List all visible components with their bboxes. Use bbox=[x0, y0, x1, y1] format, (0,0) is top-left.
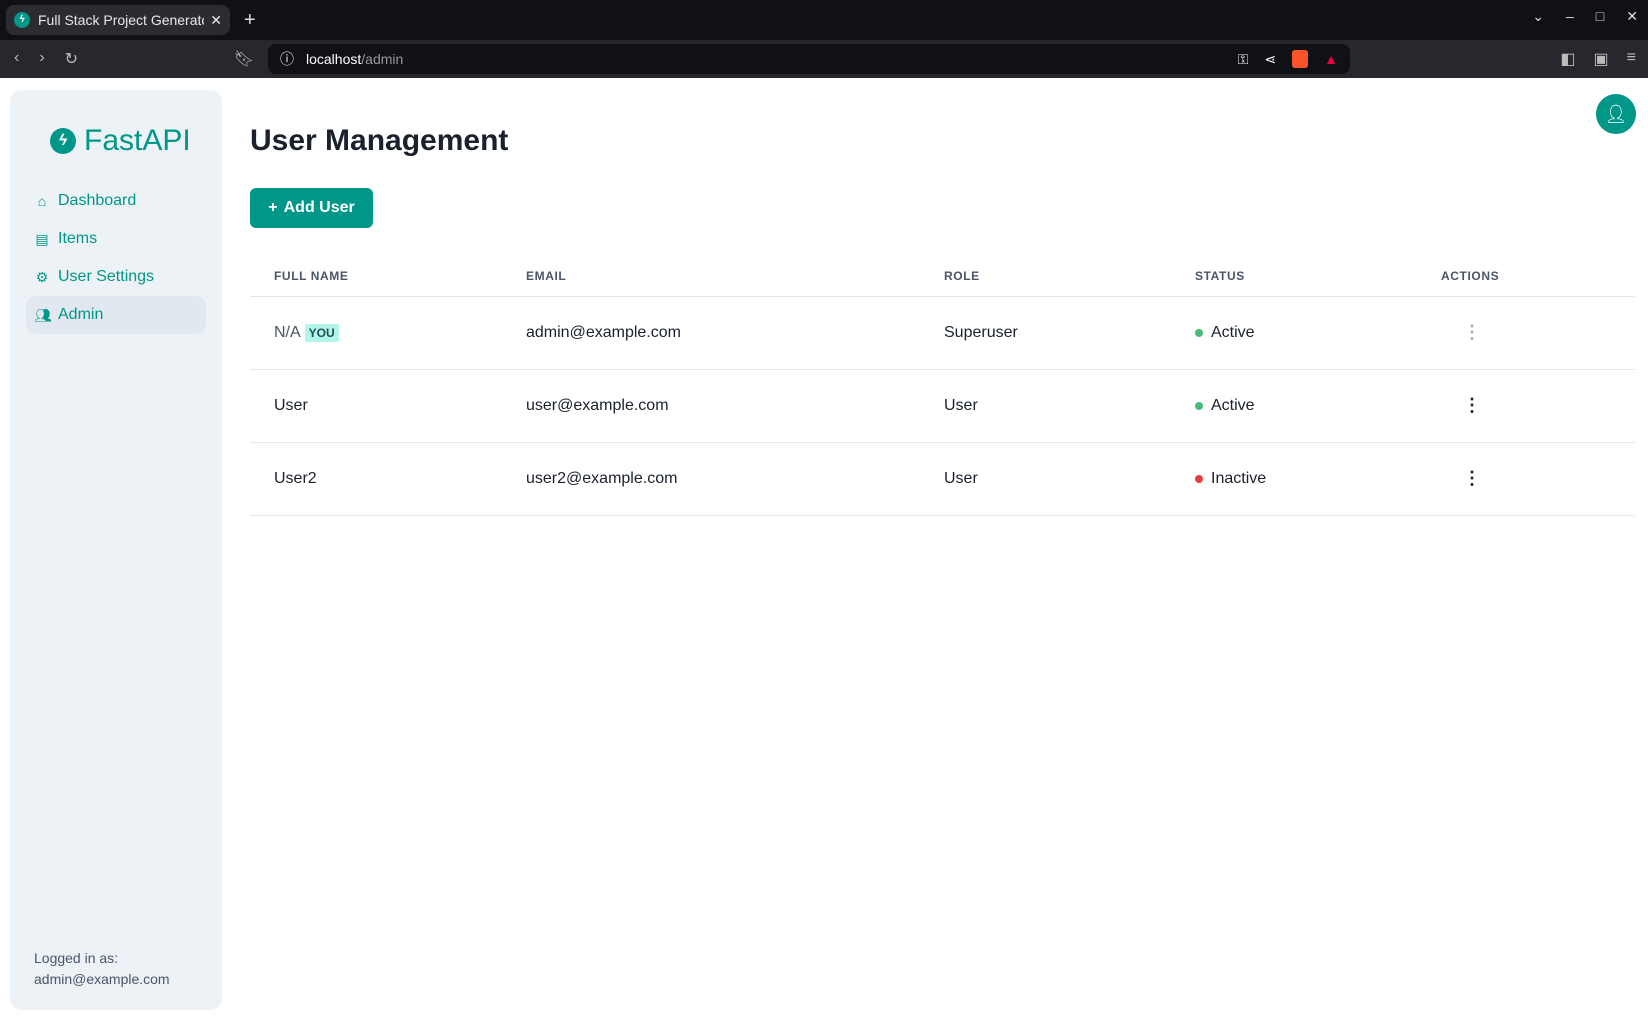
column-header: EMAIL bbox=[502, 256, 920, 297]
close-window-icon[interactable]: ✕ bbox=[1626, 8, 1638, 24]
home-icon: ⌂ bbox=[37, 193, 47, 209]
sidebar: ϟ FastAPI ⌂ Dashboard ▤ Items ⚙ User Setting… bbox=[10, 90, 222, 1010]
status-text: Active bbox=[1211, 323, 1255, 341]
status: Active bbox=[1171, 369, 1417, 443]
actions-menu-icon[interactable]: ⋮ bbox=[1463, 395, 1481, 415]
users-table: FULL NAME EMAIL ROLE STATUS ACTIONS N/A Y… bbox=[250, 256, 1635, 516]
you-badge: YOU bbox=[304, 323, 339, 342]
close-tab-icon[interactable]: ✕ bbox=[210, 11, 222, 28]
tab-title: Full Stack Project Generator bbox=[38, 12, 205, 28]
status-dot bbox=[1195, 401, 1203, 410]
site-info-icon[interactable]: ⓘ bbox=[280, 51, 294, 67]
maximize-icon[interactable]: □ bbox=[1595, 8, 1605, 24]
status: Inactive bbox=[1171, 442, 1417, 516]
table-row: N/A YOU admin@example.com Superuser Activ… bbox=[250, 296, 1635, 370]
add-user-button[interactable]: + Add User bbox=[250, 188, 373, 228]
new-tab-button[interactable]: + bbox=[244, 8, 256, 31]
url-path: /admin bbox=[361, 51, 404, 67]
actions-menu-icon[interactable]: ⋮ bbox=[1463, 468, 1481, 488]
sidebar-item-label: Dashboard bbox=[58, 192, 137, 209]
fastapi-favicon-icon: ϟ bbox=[14, 12, 30, 28]
brave-shields-icon[interactable] bbox=[1292, 50, 1309, 68]
sidebar-item-label: User Settings bbox=[58, 268, 155, 285]
reload-icon[interactable]: ↻ bbox=[64, 51, 79, 68]
sidebar-item-label: Items bbox=[58, 230, 98, 247]
brave-rewards-icon[interactable]: ▲ bbox=[1324, 51, 1338, 67]
sidebar-item-dashboard[interactable]: ⌂ Dashboard bbox=[26, 182, 206, 220]
address-bar-row: ‹ › ↻ 🔖︎ ⓘ localhost/admin ⚿ ⋖ ▲ ◧ ▣ ≡ bbox=[0, 40, 1648, 78]
full-name: User bbox=[250, 369, 502, 443]
bookmark-icon[interactable]: 🔖︎ bbox=[233, 51, 254, 68]
actions-menu-icon[interactable]: ⋮ bbox=[1463, 322, 1481, 342]
key-icon[interactable]: ⚿ bbox=[1237, 50, 1249, 67]
tab-list-icon[interactable]: ⌄ bbox=[1532, 8, 1544, 24]
add-user-label: Add User bbox=[283, 199, 355, 216]
status-dot bbox=[1195, 474, 1203, 483]
url-field[interactable]: ⓘ localhost/admin ⚿ ⋖ ▲ bbox=[268, 44, 1350, 74]
sidebar-item-admin[interactable]: 👥︎ Admin bbox=[26, 296, 206, 334]
status-text: Inactive bbox=[1211, 469, 1267, 487]
page-title: User Management bbox=[250, 124, 509, 157]
column-header: ROLE bbox=[920, 256, 1171, 297]
logo[interactable]: ϟ FastAPI bbox=[50, 124, 191, 158]
role: Superuser bbox=[920, 296, 1171, 370]
column-header: ACTIONS bbox=[1417, 256, 1635, 297]
gear-icon: ⚙ bbox=[35, 268, 49, 285]
sidebar-item-label: Admin bbox=[58, 306, 104, 323]
logged-in-label: Logged in as: bbox=[34, 950, 119, 966]
forward-icon[interactable]: › bbox=[39, 49, 45, 66]
role: User bbox=[920, 442, 1171, 516]
user-icon: 👤︎ bbox=[1604, 104, 1628, 124]
email: user2@example.com bbox=[502, 442, 920, 516]
status: Active bbox=[1171, 296, 1417, 370]
user-menu-avatar[interactable]: 👤︎ bbox=[1596, 94, 1636, 134]
email: user@example.com bbox=[502, 369, 920, 443]
sidebar-item-items[interactable]: ▤ Items bbox=[26, 220, 206, 258]
logo-text: FastAPI bbox=[84, 124, 191, 157]
sidebar-toggle-icon[interactable]: ◧ bbox=[1560, 51, 1576, 68]
column-header: FULL NAME bbox=[250, 256, 502, 297]
email: admin@example.com bbox=[502, 296, 920, 370]
wallet-icon[interactable]: ▣ bbox=[1593, 51, 1609, 68]
status-dot bbox=[1195, 328, 1203, 337]
full-name: User2 bbox=[250, 442, 502, 516]
table-row: User user@example.com User Active ⋮ bbox=[250, 369, 1635, 443]
logged-in-email: admin@example.com bbox=[34, 971, 170, 987]
minimize-icon[interactable]: – bbox=[1566, 8, 1574, 24]
table-row: User2 user2@example.com User Inactive ⋮ bbox=[250, 442, 1635, 516]
fastapi-logo-icon: ϟ bbox=[50, 128, 76, 154]
plus-icon: + bbox=[268, 199, 278, 216]
back-icon[interactable]: ‹ bbox=[14, 49, 20, 66]
share-icon[interactable]: ⋖ bbox=[1264, 50, 1277, 67]
browser-tab[interactable]: ϟ Full Stack Project Generator ✕ bbox=[6, 5, 230, 35]
column-header: STATUS bbox=[1171, 256, 1417, 297]
status-text: Active bbox=[1211, 396, 1255, 414]
role: User bbox=[920, 369, 1171, 443]
full-name: N/A bbox=[274, 323, 301, 341]
sidebar-item-user-settings[interactable]: ⚙ User Settings bbox=[26, 258, 206, 296]
menu-icon[interactable]: ≡ bbox=[1626, 49, 1636, 66]
browser-tabbar: ϟ Full Stack Project Generator ✕ + ⌄ – □ ✕ bbox=[0, 0, 1648, 40]
briefcase-icon: ▤ bbox=[35, 230, 49, 247]
url-host: localhost bbox=[306, 51, 362, 67]
users-icon: 👥︎ bbox=[34, 306, 52, 323]
